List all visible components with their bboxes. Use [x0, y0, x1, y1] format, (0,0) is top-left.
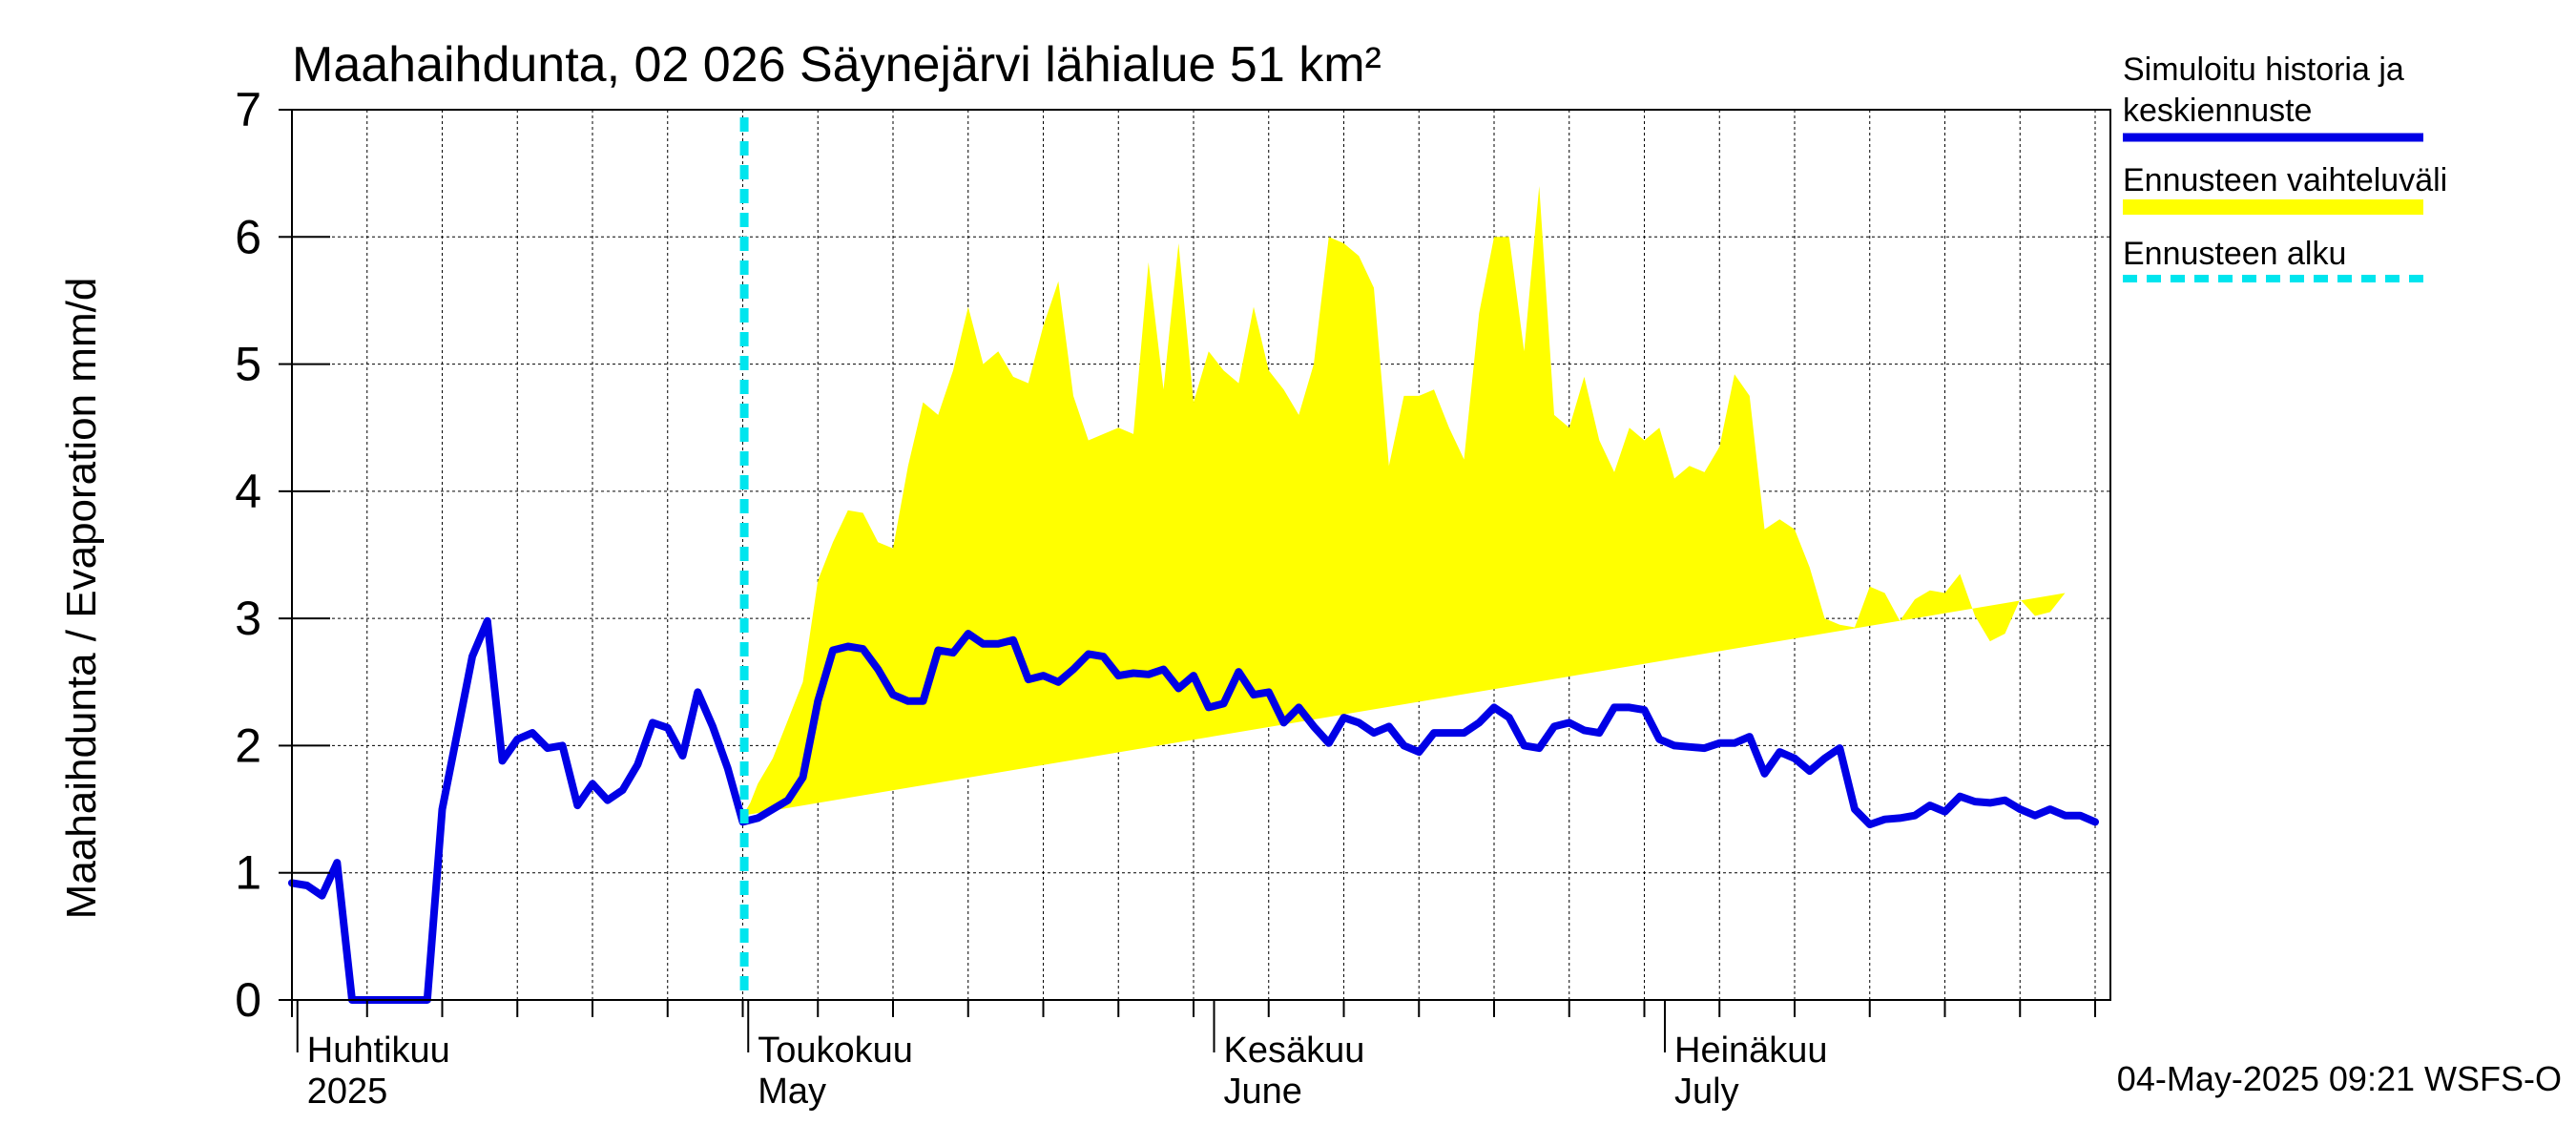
forecast-range	[742, 186, 2066, 816]
history-series	[288, 616, 2099, 1004]
plot-frame	[291, 109, 2111, 1001]
legend-history-label-line2: keskiennuste	[2123, 93, 2312, 129]
history-line	[288, 616, 2099, 1004]
y-tick-label: 7	[235, 83, 261, 136]
month-label-fi: Toukokuu	[758, 1030, 913, 1071]
month-label-fi: Heinäkuu	[1674, 1030, 1828, 1071]
y-axis-label: Maahaihdunta / Evaporation mm/d	[58, 278, 105, 920]
month-label-en: June	[1224, 1072, 1302, 1112]
legend-history-label: Simuloitu historia ja	[2123, 52, 2404, 88]
month-label-en: May	[758, 1072, 826, 1112]
y-tick-label: 1	[235, 846, 261, 900]
y-tick-label: 5	[235, 338, 261, 391]
y-tick-label: 4	[235, 465, 261, 518]
y-tick-label: 6	[235, 210, 261, 263]
month-label-en: July	[1674, 1072, 1739, 1112]
footer-timestamp: 04-May-2025 09:21 WSFS-O	[2117, 1059, 2562, 1098]
legend: Simuloitu historia ja keskiennuste Ennuste…	[2123, 52, 2447, 282]
month-label-en: 2025	[307, 1072, 388, 1112]
legend-range-label: Ennusteen vaihteluväli	[2123, 162, 2447, 198]
month-label-fi: Huhtikuu	[307, 1030, 450, 1071]
y-tick-label: 2	[235, 718, 261, 772]
y-tick-label: 0	[235, 973, 261, 1027]
y-tick-label: 3	[235, 592, 261, 645]
axes: 01234567Huhtikuu2025ToukokuuMayKesäkuuJu…	[235, 83, 2111, 1112]
month-label-fi: Kesäkuu	[1224, 1030, 1365, 1071]
legend-start-label: Ennusteen alku	[2123, 236, 2346, 272]
chart-title: Maahaihdunta, 02 026 Säynejärvi lähialue…	[292, 37, 1381, 93]
forecast-range-band	[742, 186, 2066, 816]
